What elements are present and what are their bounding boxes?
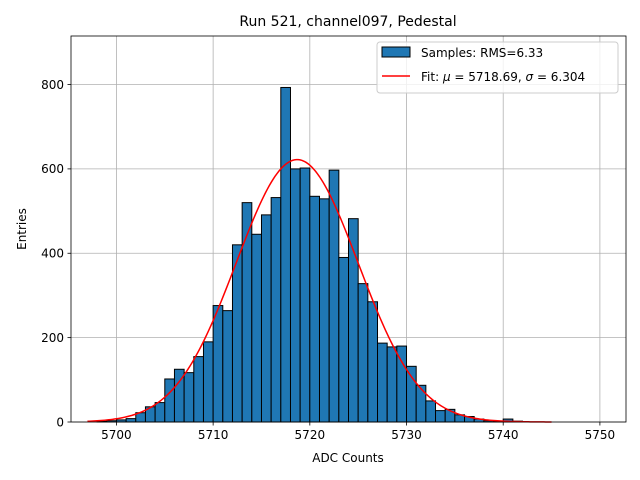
legend-frame [376,41,619,94]
y-axis-label: Entries [15,208,29,250]
chart-title: Run 521, channel097, Pedestal [239,14,456,30]
histogram-bar [251,233,262,423]
y-tick-label: 800 [41,78,64,92]
x-tick-label: 5730 [391,428,422,442]
axes-frame [70,35,627,423]
histogram-bar [396,345,408,423]
y-tick-label: 0 [56,415,64,429]
legend-fit-sigma-symbol: σ [526,70,534,84]
histogram-bar [193,356,204,423]
histogram-bar [338,256,350,423]
x-tick-label: 5700 [101,428,132,442]
histogram-bar [260,214,272,423]
histogram-bar [318,198,330,423]
legend-label-fit: Fit: μ = 5718.69, σ = 6.304 [421,70,585,84]
legend-fit-mu-value: = 5718.69, [451,70,526,84]
histogram-bar [415,384,427,423]
legend-fit-prefix: Fit: [421,70,443,84]
histogram-bar [125,418,137,423]
x-tick-label: 5710 [198,428,229,442]
histogram-bar [231,244,243,423]
histogram-bar [183,372,195,423]
legend: Samples: RMS=6.33 Fit: μ = 5718.69, σ = … [376,41,619,94]
y-tick-label: 600 [41,162,64,176]
histogram-bar [328,169,340,423]
histogram-bar [309,195,320,423]
histogram-bar [154,402,166,423]
x-tick-label: 5740 [488,428,519,442]
histogram-bar [406,365,417,423]
histogram-bar [164,378,175,423]
histogram-bar [386,346,398,423]
x-axis-ticks: 5700 5710 5720 5730 5740 5750 [101,422,615,442]
legend-swatch-samples [381,46,411,58]
histogram-bar [435,410,446,423]
y-tick-label: 400 [41,247,64,261]
histogram-bar [202,341,214,423]
histogram-bar [222,310,233,423]
y-axis-ticks: 0 200 400 600 800 [41,78,71,429]
histogram-bar [377,342,388,423]
histogram-bar [425,400,437,423]
histogram-bar [212,305,224,423]
legend-fit-sigma-value: = 6.304 [533,70,585,84]
x-tick-label: 5720 [295,428,326,442]
fit-curve [87,158,552,423]
histogram-bar [289,168,301,423]
legend-label-samples: Samples: RMS=6.33 [421,46,543,60]
y-tick-label: 200 [41,331,64,345]
histogram-bar [357,283,369,423]
histogram-bar [270,197,282,423]
x-tick-label: 5750 [585,428,616,442]
histogram-bar [299,167,311,423]
x-axis-label: ADC Counts [312,451,384,465]
histogram-bar [280,86,291,423]
legend-fit-mu-symbol: μ [442,70,451,84]
histogram-bar [367,301,379,423]
